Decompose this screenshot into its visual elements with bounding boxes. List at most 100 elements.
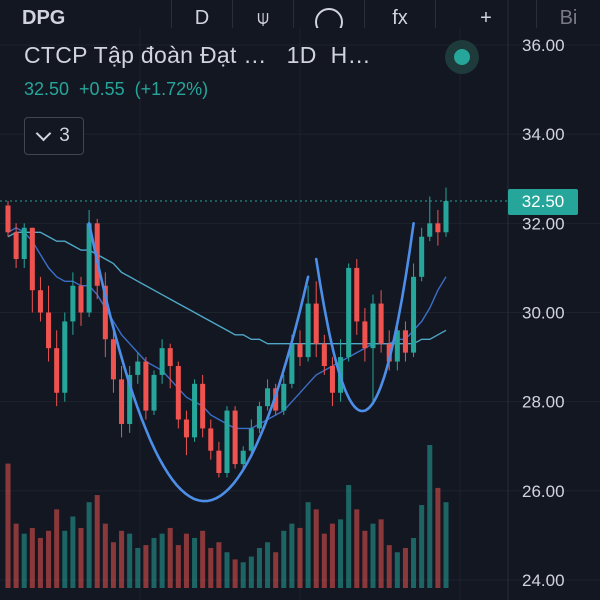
candle-body xyxy=(370,303,376,349)
volume-bar xyxy=(256,547,262,588)
candle-body xyxy=(427,223,433,237)
price-tick-label: 34.00 xyxy=(522,125,565,144)
volume-bar xyxy=(151,537,157,588)
volume-bar xyxy=(411,537,417,588)
candle-body xyxy=(297,343,303,358)
legend-last-price: 32.50 xyxy=(24,79,70,99)
candle-body xyxy=(127,374,133,424)
price-tick-label: 30.00 xyxy=(522,304,565,323)
price-tick-label: 26.00 xyxy=(522,482,565,501)
current-price-label: 32.50 xyxy=(508,189,578,215)
candle-body xyxy=(378,303,384,344)
volume-bar xyxy=(305,502,311,588)
candle-body xyxy=(13,232,19,259)
cup-pattern-arc[interactable] xyxy=(87,222,310,503)
candle-body xyxy=(321,343,327,366)
volume-bar xyxy=(313,509,319,588)
volume-bar xyxy=(354,509,360,588)
chevron-down-icon xyxy=(35,125,52,142)
volume-bar xyxy=(427,445,433,588)
indicators-count: 3 xyxy=(59,125,70,146)
candle-body xyxy=(289,343,295,384)
volume-bar xyxy=(419,505,425,588)
candle-body xyxy=(281,383,287,411)
volume-bar xyxy=(289,523,295,588)
candle-body xyxy=(175,366,181,420)
candle-body xyxy=(346,267,352,358)
candle-body xyxy=(192,383,198,438)
price-tick-label: 32.00 xyxy=(522,214,565,233)
volume-bar xyxy=(37,537,43,588)
volume-bar xyxy=(29,527,35,588)
pattern-drawings[interactable] xyxy=(87,222,415,503)
add-button[interactable]: + xyxy=(436,0,537,28)
volume-bar xyxy=(386,545,392,588)
indicators-collapse-button[interactable]: 3 xyxy=(24,117,84,155)
candle-body xyxy=(224,410,230,473)
volume-bar xyxy=(102,523,108,588)
volume-bar xyxy=(370,523,376,588)
volume-bar xyxy=(240,562,246,588)
legend-title-row[interactable]: CTCP Tập đoàn Đạt … 1D H… xyxy=(24,42,371,69)
volume-bar xyxy=(200,530,206,588)
volume-bar xyxy=(362,530,368,588)
volume-bar xyxy=(338,519,344,588)
market-status-icon[interactable] xyxy=(445,40,479,74)
candle-body xyxy=(78,285,84,313)
legend-change-percent: (+1.72%) xyxy=(134,79,209,99)
volume-bar xyxy=(378,519,384,588)
candle-body xyxy=(216,450,222,473)
symbol-search-button[interactable]: DPG xyxy=(0,0,172,28)
candlesticks xyxy=(5,187,449,478)
price-tick-label: 36.00 xyxy=(522,36,565,55)
volume-bar xyxy=(62,530,68,588)
volume-bar xyxy=(329,523,335,588)
candle-body xyxy=(54,348,60,393)
indicators-button[interactable]: fx xyxy=(365,0,436,28)
volume-bar xyxy=(208,547,214,588)
candle-body xyxy=(62,321,68,393)
candle-body xyxy=(402,330,408,353)
candle-body xyxy=(167,348,173,366)
legend-price-row: 32.50 +0.55 (+1.72%) xyxy=(24,79,371,100)
candle-body xyxy=(208,428,214,451)
volume-bar xyxy=(70,516,76,588)
candle-body xyxy=(411,276,417,353)
volume-bar xyxy=(167,527,173,588)
cup-pattern-arc[interactable] xyxy=(314,222,415,413)
chart-legend: CTCP Tập đoàn Đạt … 1D H… 32.50 +0.55 (+… xyxy=(24,42,371,100)
volume-bar xyxy=(402,547,408,588)
volume-bar xyxy=(297,527,303,588)
volume-bar xyxy=(224,552,230,588)
candle-body xyxy=(159,348,165,375)
volume-bar xyxy=(273,552,279,588)
candle-body xyxy=(143,361,149,411)
volume-bar xyxy=(159,533,165,588)
candle-body xyxy=(70,285,76,322)
volume-bar xyxy=(135,547,141,588)
candle-body xyxy=(265,388,271,407)
candle-body xyxy=(37,290,43,313)
candle-body xyxy=(256,406,262,429)
volume-bars xyxy=(5,445,449,588)
candle-style-button[interactable]: ⍦ xyxy=(233,0,294,28)
volume-bar xyxy=(110,542,116,588)
volume-bar xyxy=(94,495,100,588)
volume-bar xyxy=(265,542,271,588)
candle-body xyxy=(5,205,11,233)
candle-body xyxy=(200,383,206,429)
toolbar-more-button[interactable]: Bi xyxy=(559,7,578,28)
volume-bar xyxy=(78,527,84,588)
alert-button[interactable] xyxy=(294,0,365,28)
candle-body xyxy=(435,223,441,233)
candle-body xyxy=(86,223,92,313)
interval-button[interactable]: D xyxy=(172,0,233,28)
symbol-description: CTCP Tập đoàn Đạt … xyxy=(24,42,267,68)
candle-body xyxy=(443,201,449,233)
legend-change: +0.55 xyxy=(79,79,125,99)
volume-bar xyxy=(216,542,222,588)
volume-bar xyxy=(21,533,27,588)
price-axis[interactable]: 36.00 34.00 32.00 30.00 28.00 26.00 24.00 xyxy=(507,0,565,600)
candle-body xyxy=(240,450,246,465)
